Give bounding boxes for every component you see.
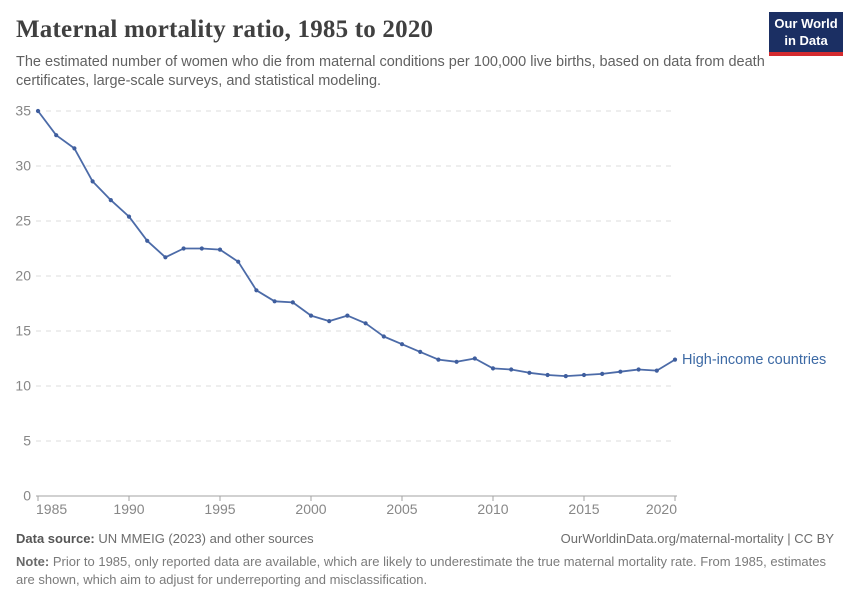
data-point[interactable] xyxy=(527,370,532,375)
data-point[interactable] xyxy=(545,372,550,378)
data-source-value: UN MMEIG (2023) and other sources xyxy=(94,531,314,546)
data-point[interactable] xyxy=(217,247,223,252)
x-tick-label: 2010 xyxy=(477,501,508,517)
x-tick-label: 2015 xyxy=(568,501,599,517)
y-tick-label: 5 xyxy=(23,433,31,449)
series-label: High-income countries xyxy=(682,352,826,368)
x-tick-label: 1990 xyxy=(113,501,144,517)
data-point[interactable] xyxy=(600,371,605,376)
data-point[interactable] xyxy=(363,321,368,326)
data-point[interactable] xyxy=(236,259,241,264)
data-point[interactable] xyxy=(90,179,95,184)
y-tick-label: 10 xyxy=(15,378,31,394)
data-point[interactable] xyxy=(163,255,168,260)
note-label: Note: xyxy=(16,554,50,569)
data-source-label: Data source: xyxy=(16,531,95,546)
data-point[interactable] xyxy=(108,198,113,203)
y-tick-label: 15 xyxy=(15,323,31,339)
data-point[interactable] xyxy=(472,356,477,361)
y-tick-label: 25 xyxy=(15,213,31,229)
data-source: Data source: UN MMEIG (2023) and other s… xyxy=(16,531,314,546)
x-tick-label: 2000 xyxy=(295,501,326,517)
data-point[interactable] xyxy=(199,246,204,251)
data-point[interactable] xyxy=(436,357,441,362)
y-tick-label: 20 xyxy=(15,268,31,284)
data-point[interactable] xyxy=(381,334,386,339)
y-tick-label: 35 xyxy=(15,103,31,119)
y-tick-label: 30 xyxy=(15,158,31,174)
data-point[interactable] xyxy=(272,299,277,304)
x-tick-label: 2020 xyxy=(646,501,677,517)
data-point[interactable] xyxy=(563,374,568,379)
x-tick-label: 1985 xyxy=(36,501,67,517)
data-point[interactable] xyxy=(345,313,350,318)
data-point[interactable] xyxy=(54,133,59,138)
x-tick-label: 1995 xyxy=(204,501,235,517)
data-point[interactable] xyxy=(145,238,150,243)
data-point[interactable] xyxy=(636,367,641,372)
data-point[interactable] xyxy=(181,246,186,251)
footer-source-row: Data source: UN MMEIG (2023) and other s… xyxy=(16,531,834,546)
data-point[interactable] xyxy=(618,369,623,374)
data-point[interactable] xyxy=(254,288,259,293)
data-point[interactable] xyxy=(399,342,405,347)
owid-logo[interactable]: Our World in Data xyxy=(769,12,843,57)
chart-subtitle: The estimated number of women who die fr… xyxy=(16,54,765,90)
data-point[interactable] xyxy=(72,146,77,151)
logo-line-2: in Data xyxy=(784,32,828,48)
page-title: Maternal mortality ratio, 1985 to 2020 xyxy=(16,16,434,43)
owid-url-link[interactable]: OurWorldinData.org/maternal-mortality | … xyxy=(560,531,834,546)
data-point[interactable] xyxy=(509,367,514,372)
line-chart: 0 5 10 15 20 25 30 35 1985 1990 1995 2000 2005 2010 20… xyxy=(15,103,826,518)
data-point[interactable] xyxy=(454,359,459,364)
data-point[interactable] xyxy=(290,300,295,305)
chart-note: Note: Prior to 1985, only reported data … xyxy=(16,553,834,588)
data-point[interactable] xyxy=(654,368,659,373)
data-point[interactable] xyxy=(35,108,41,114)
data-point[interactable] xyxy=(418,349,423,354)
logo-line-1: Our World xyxy=(774,16,838,31)
data-point[interactable] xyxy=(327,319,332,324)
data-point[interactable] xyxy=(126,214,132,219)
data-point[interactable] xyxy=(490,366,496,371)
data-point[interactable] xyxy=(308,313,314,318)
data-point[interactable] xyxy=(581,372,587,378)
x-tick-label: 2005 xyxy=(386,501,417,517)
series-line[interactable] xyxy=(37,110,676,378)
y-tick-label: 0 xyxy=(23,488,31,504)
note-value: Prior to 1985, only reported data are av… xyxy=(16,554,826,587)
data-point[interactable] xyxy=(672,357,678,362)
